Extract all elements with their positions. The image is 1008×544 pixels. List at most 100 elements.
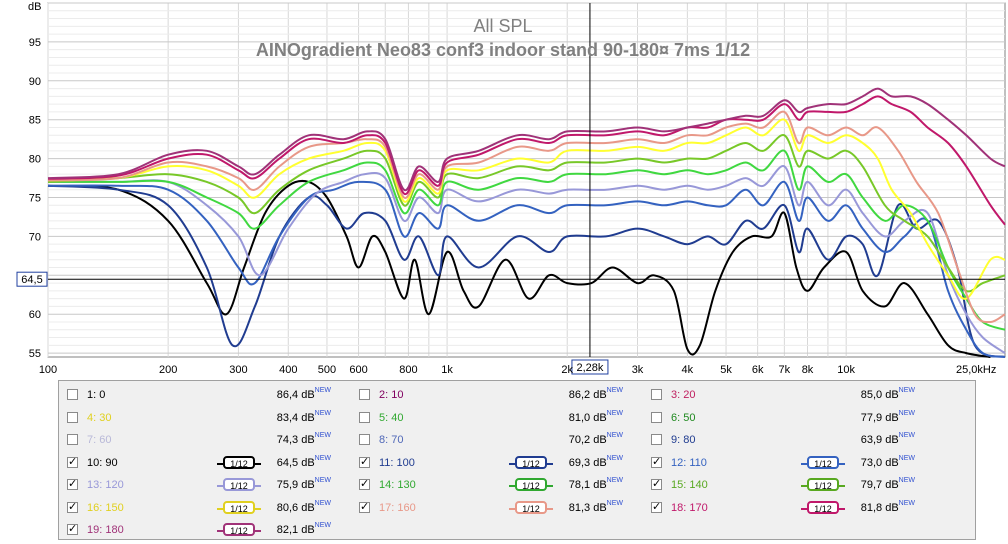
legend-line-swatch-right	[547, 507, 553, 510]
y-tick-label: 75	[29, 193, 41, 205]
legend-value: 64,5 dBNEW	[261, 455, 331, 469]
x-tick-label: 7k	[779, 364, 791, 376]
legend-item[interactable]: ✓ 19: 180 1/12 82,1 dBNEW	[65, 522, 355, 542]
x-tick-label: 5k	[720, 364, 732, 376]
legend-item[interactable]: ✓ 18: 170 1/12 81,8 dBNEW	[649, 500, 939, 520]
legend-value-text: 75,9 dB	[276, 479, 315, 491]
legend-label: 19: 180	[87, 524, 124, 536]
legend-value-text: 81,0 dB	[568, 411, 607, 424]
legend-value-text: 70,2 dB	[568, 434, 607, 446]
legend-line-swatch-right	[255, 530, 261, 532]
smoothing-button[interactable]: 1/12	[217, 523, 261, 536]
legend-checkbox[interactable]: ✓	[651, 499, 662, 513]
legend-value-new-tag: NEW	[898, 477, 915, 484]
series-line-17	[47, 110, 1006, 324]
checkmark-icon: ✓	[652, 499, 662, 513]
legend-item[interactable]: 9: 80 63,9 dBNEW	[649, 432, 939, 452]
legend-checkbox[interactable]: ✓	[359, 455, 370, 468]
legend-checkbox[interactable]: ✓	[67, 522, 78, 535]
checkmark-icon: ✓	[360, 477, 370, 490]
legend-value: 83,4 dBNEW	[261, 410, 331, 424]
x-tick-label: 6k	[752, 364, 764, 376]
series-line-16	[47, 118, 1006, 300]
smoothing-label: 1/12	[522, 458, 540, 469]
legend-item[interactable]: ✓ 11: 100 1/12 69,3 dBNEW	[357, 455, 647, 475]
legend-value-new-tag: NEW	[898, 387, 915, 394]
x-tick-label: 8k	[802, 364, 814, 376]
legend-checkbox[interactable]	[67, 434, 78, 445]
legend-item[interactable]: 5: 40 81,0 dBNEW	[357, 410, 647, 430]
smoothing-button[interactable]: 1/12	[801, 500, 845, 514]
legend-value: 81,3 dBNEW	[553, 499, 623, 514]
legend-item[interactable]: 1: 0 86,4 dBNEW	[65, 387, 355, 407]
legend-item[interactable]: ✓ 13: 120 1/12 75,9 dBNEW	[65, 477, 355, 497]
legend-checkbox[interactable]: ✓	[651, 477, 662, 490]
smoothing-button[interactable]: 1/12	[509, 478, 553, 491]
legend-item[interactable]: 7: 60 74,3 dBNEW	[65, 432, 355, 452]
smoothing-button[interactable]: 1/12	[217, 455, 261, 469]
checkmark-icon: ✓	[68, 477, 78, 490]
legend-item[interactable]: 3: 20 85,0 dBNEW	[649, 387, 939, 407]
smoothing-button[interactable]: 1/12	[509, 455, 553, 469]
smoothing-button[interactable]: 1/12	[217, 478, 261, 491]
legend-item[interactable]: ✓ 15: 140 1/12 79,7 dBNEW	[649, 477, 939, 497]
y-tick-label: 90	[29, 76, 41, 88]
x-tick-label: 1k	[441, 364, 453, 376]
legend-value: 78,1 dBNEW	[553, 477, 623, 491]
legend-item[interactable]: 6: 50 77,9 dBNEW	[649, 410, 939, 430]
legend-item[interactable]: ✓ 17: 160 1/12 81,3 dBNEW	[357, 500, 647, 520]
legend-value-new-tag: NEW	[314, 522, 331, 529]
legend-checkbox[interactable]	[651, 411, 662, 423]
legend-checkbox[interactable]	[359, 434, 370, 445]
legend-checkbox[interactable]: ✓	[651, 455, 662, 468]
legend-label: 6: 50	[671, 411, 696, 424]
legend-line-swatch-left	[217, 507, 223, 510]
curves	[47, 87, 1006, 358]
legend-checkbox[interactable]	[67, 411, 78, 423]
y-tick-label: 85	[29, 115, 41, 127]
legend-label: 8: 70	[379, 434, 404, 446]
legend-checkbox[interactable]: ✓	[67, 455, 78, 468]
legend-item[interactable]: 8: 70 70,2 dBNEW	[357, 432, 647, 452]
legend-line-swatch-right	[547, 462, 553, 465]
legend-value-new-tag: NEW	[898, 432, 915, 439]
legend-value: 86,2 dBNEW	[553, 387, 623, 401]
legend-value-new-tag: NEW	[606, 499, 623, 507]
smoothing-button[interactable]: 1/12	[801, 455, 845, 469]
legend-checkbox[interactable]	[651, 389, 662, 400]
legend-checkbox[interactable]	[359, 411, 370, 423]
legend-item[interactable]: ✓ 10: 90 1/12 64,5 dBNEW	[65, 455, 355, 475]
cursor: 2,28k 64,5	[16, 3, 1005, 375]
legend-line-swatch-right	[255, 462, 261, 465]
legend-value-new-tag: NEW	[314, 387, 331, 394]
spl-chart[interactable]: 2,28k 64,5 55 60 70 75 80 85 90 95 100 200 300 400 50…	[0, 0, 1008, 380]
legend-value-new-tag: NEW	[606, 454, 623, 462]
x-tick-label: 300	[229, 364, 247, 376]
legend-item[interactable]: ✓ 14: 130 1/12 78,1 dBNEW	[357, 477, 647, 497]
legend-item[interactable]: ✓ 12: 110 1/12 73,0 dBNEW	[649, 455, 939, 475]
legend-value: 73,0 dBNEW	[845, 455, 915, 469]
legend-value: 69,3 dBNEW	[553, 454, 623, 469]
chart-subtitle: AINOgradient Neo83 conf3 indoor stand 90…	[256, 40, 750, 60]
legend-item[interactable]: ✓ 16: 150 1/12 80,6 dBNEW	[65, 500, 355, 520]
smoothing-button[interactable]: 1/12	[509, 500, 553, 514]
legend-value: 86,4 dBNEW	[261, 387, 331, 401]
tick-labels: 55 60 70 75 80 85 90 95 100 200 300 400 500 600 800 1k 2…	[29, 37, 856, 376]
x-tick-label: 400	[279, 364, 297, 376]
legend-checkbox[interactable]: ✓	[359, 500, 370, 513]
legend-checkbox[interactable]: ✓	[67, 499, 78, 513]
legend-item[interactable]: 2: 10 86,2 dBNEW	[357, 387, 647, 407]
legend-value-text: 69,3 dB	[568, 456, 607, 469]
legend-checkbox[interactable]	[651, 434, 662, 445]
legend-checkbox[interactable]: ✓	[359, 477, 370, 490]
series-line-19	[47, 87, 1006, 192]
legend-checkbox[interactable]: ✓	[67, 477, 78, 490]
legend-value-new-tag: NEW	[606, 477, 623, 484]
legend-line-swatch-left	[509, 507, 515, 510]
smoothing-button[interactable]: 1/12	[217, 500, 261, 514]
legend-item[interactable]: 4: 30 83,4 dBNEW	[65, 410, 355, 430]
smoothing-button[interactable]: 1/12	[801, 478, 845, 491]
legend-checkbox[interactable]	[359, 389, 370, 400]
checkmark-icon: ✓	[68, 499, 78, 513]
legend-checkbox[interactable]	[67, 389, 78, 400]
